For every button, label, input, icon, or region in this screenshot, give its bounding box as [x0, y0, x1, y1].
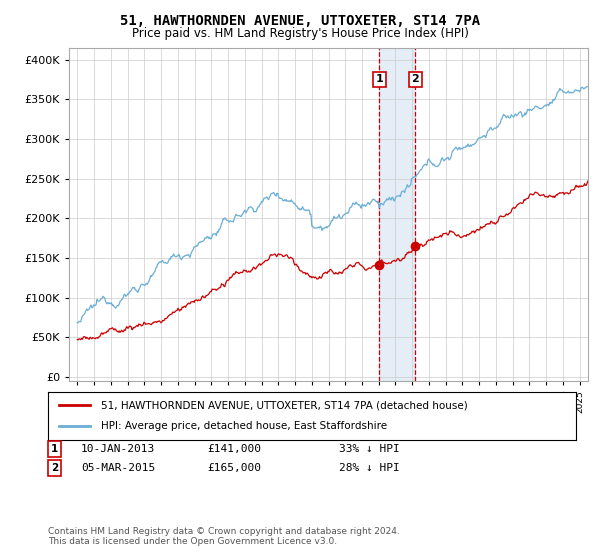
Text: £165,000: £165,000	[207, 463, 261, 473]
Text: HPI: Average price, detached house, East Staffordshire: HPI: Average price, detached house, East…	[101, 421, 387, 431]
Text: 28% ↓ HPI: 28% ↓ HPI	[339, 463, 400, 473]
Text: 51, HAWTHORNDEN AVENUE, UTTOXETER, ST14 7PA: 51, HAWTHORNDEN AVENUE, UTTOXETER, ST14 …	[120, 14, 480, 28]
Text: 10-JAN-2013: 10-JAN-2013	[81, 444, 155, 454]
Text: £141,000: £141,000	[207, 444, 261, 454]
Text: 33% ↓ HPI: 33% ↓ HPI	[339, 444, 400, 454]
Text: 1: 1	[51, 444, 58, 454]
Text: 2: 2	[412, 74, 419, 85]
Bar	[379, 48, 415, 381]
Text: 2: 2	[51, 463, 58, 473]
Text: 05-MAR-2015: 05-MAR-2015	[81, 463, 155, 473]
Text: 51, HAWTHORNDEN AVENUE, UTTOXETER, ST14 7PA (detached house): 51, HAWTHORNDEN AVENUE, UTTOXETER, ST14 …	[101, 400, 467, 410]
Text: 1: 1	[376, 74, 383, 85]
Text: Contains HM Land Registry data © Crown copyright and database right 2024.
This d: Contains HM Land Registry data © Crown c…	[48, 526, 400, 546]
Text: Price paid vs. HM Land Registry's House Price Index (HPI): Price paid vs. HM Land Registry's House …	[131, 27, 469, 40]
